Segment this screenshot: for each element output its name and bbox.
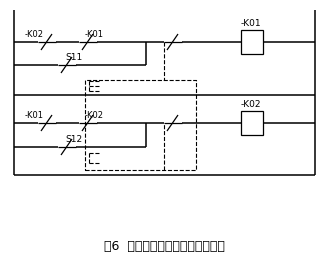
Text: -K01: -K01 bbox=[241, 19, 262, 28]
Text: -K01: -K01 bbox=[25, 111, 44, 120]
Text: S12: S12 bbox=[65, 135, 82, 144]
Bar bbox=[241, 30, 263, 54]
Bar bbox=[241, 111, 263, 135]
Text: 图6  后操作优先的控制线路示意图: 图6 后操作优先的控制线路示意图 bbox=[104, 240, 224, 253]
Text: S11: S11 bbox=[65, 53, 82, 62]
Text: -K02: -K02 bbox=[25, 30, 44, 39]
Text: -K02: -K02 bbox=[85, 111, 104, 120]
Text: -K02: -K02 bbox=[241, 100, 261, 109]
Bar bbox=[85, 80, 196, 170]
Text: -K01: -K01 bbox=[85, 30, 104, 39]
